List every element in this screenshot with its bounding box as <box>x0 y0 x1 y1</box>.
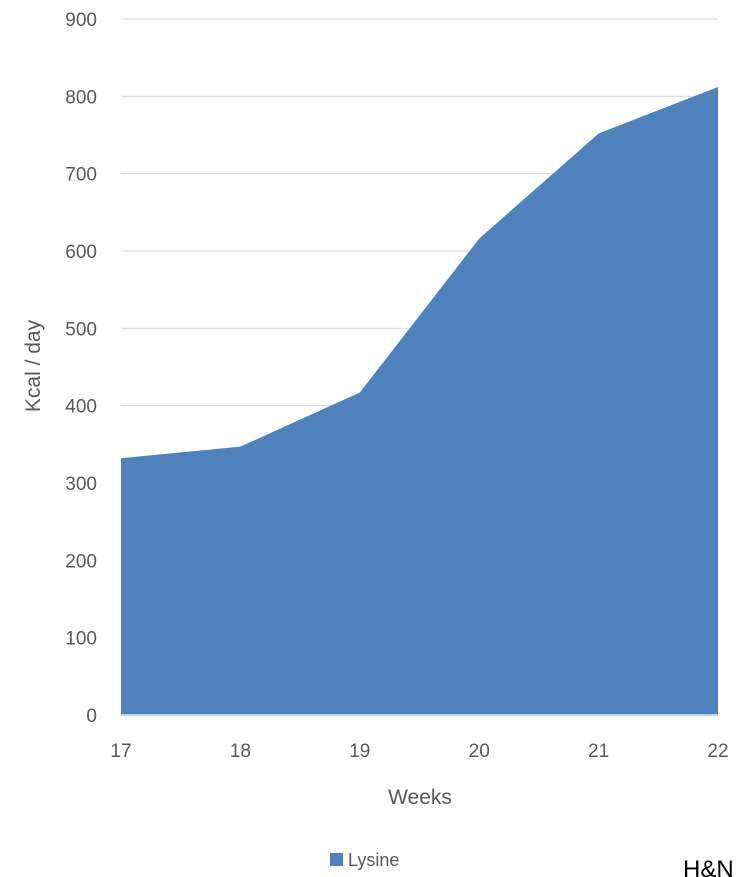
y-tick-label-0: 0 <box>86 706 97 727</box>
legend-label-lysine: Lysine <box>348 850 399 870</box>
y-tick-label-200: 200 <box>65 551 97 572</box>
y-tick-label-100: 100 <box>65 629 97 650</box>
x-tick-label-20: 20 <box>469 741 490 762</box>
x-tick-label-18: 18 <box>230 741 251 762</box>
y-tick-label-800: 800 <box>65 87 97 108</box>
plot-area <box>120 87 719 716</box>
y-tick-label-500: 500 <box>65 319 97 340</box>
area-series-lysine <box>121 87 718 715</box>
y-tick-label-400: 400 <box>65 397 97 418</box>
x-axis-title: Weeks <box>388 786 452 809</box>
corner-watermark-text: H&N <box>683 856 734 877</box>
x-tick-label-19: 19 <box>349 741 370 762</box>
y-tick-label-900: 900 <box>65 10 97 31</box>
y-tick-label-600: 600 <box>65 242 97 263</box>
y-tick-label-300: 300 <box>65 474 97 495</box>
y-axis-title: Kcal / day <box>22 319 45 412</box>
legend-swatch-lysine <box>330 853 343 866</box>
x-axis-ticks: 17 18 19 20 21 22 <box>110 741 728 762</box>
x-tick-label-22: 22 <box>707 741 728 762</box>
y-tick-label-700: 700 <box>65 165 97 186</box>
legend: Lysine <box>330 850 399 870</box>
x-tick-label-17: 17 <box>110 741 131 762</box>
x-tick-label-21: 21 <box>588 741 609 762</box>
y-axis-ticks: 0 100 200 300 400 500 600 700 800 900 <box>65 10 97 727</box>
